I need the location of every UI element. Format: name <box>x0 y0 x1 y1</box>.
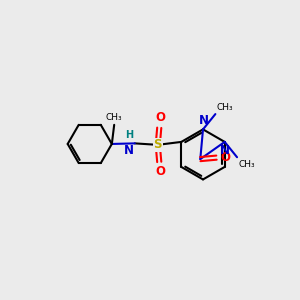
Text: N: N <box>220 144 230 157</box>
Text: N: N <box>124 144 134 157</box>
Text: S: S <box>154 138 162 151</box>
Text: O: O <box>156 166 166 178</box>
Text: N: N <box>199 114 208 127</box>
Text: O: O <box>220 151 230 164</box>
Text: CH₃: CH₃ <box>217 103 233 112</box>
Text: O: O <box>156 111 166 124</box>
Text: H: H <box>125 130 134 140</box>
Text: CH₃: CH₃ <box>106 113 122 122</box>
Text: CH₃: CH₃ <box>238 160 255 169</box>
